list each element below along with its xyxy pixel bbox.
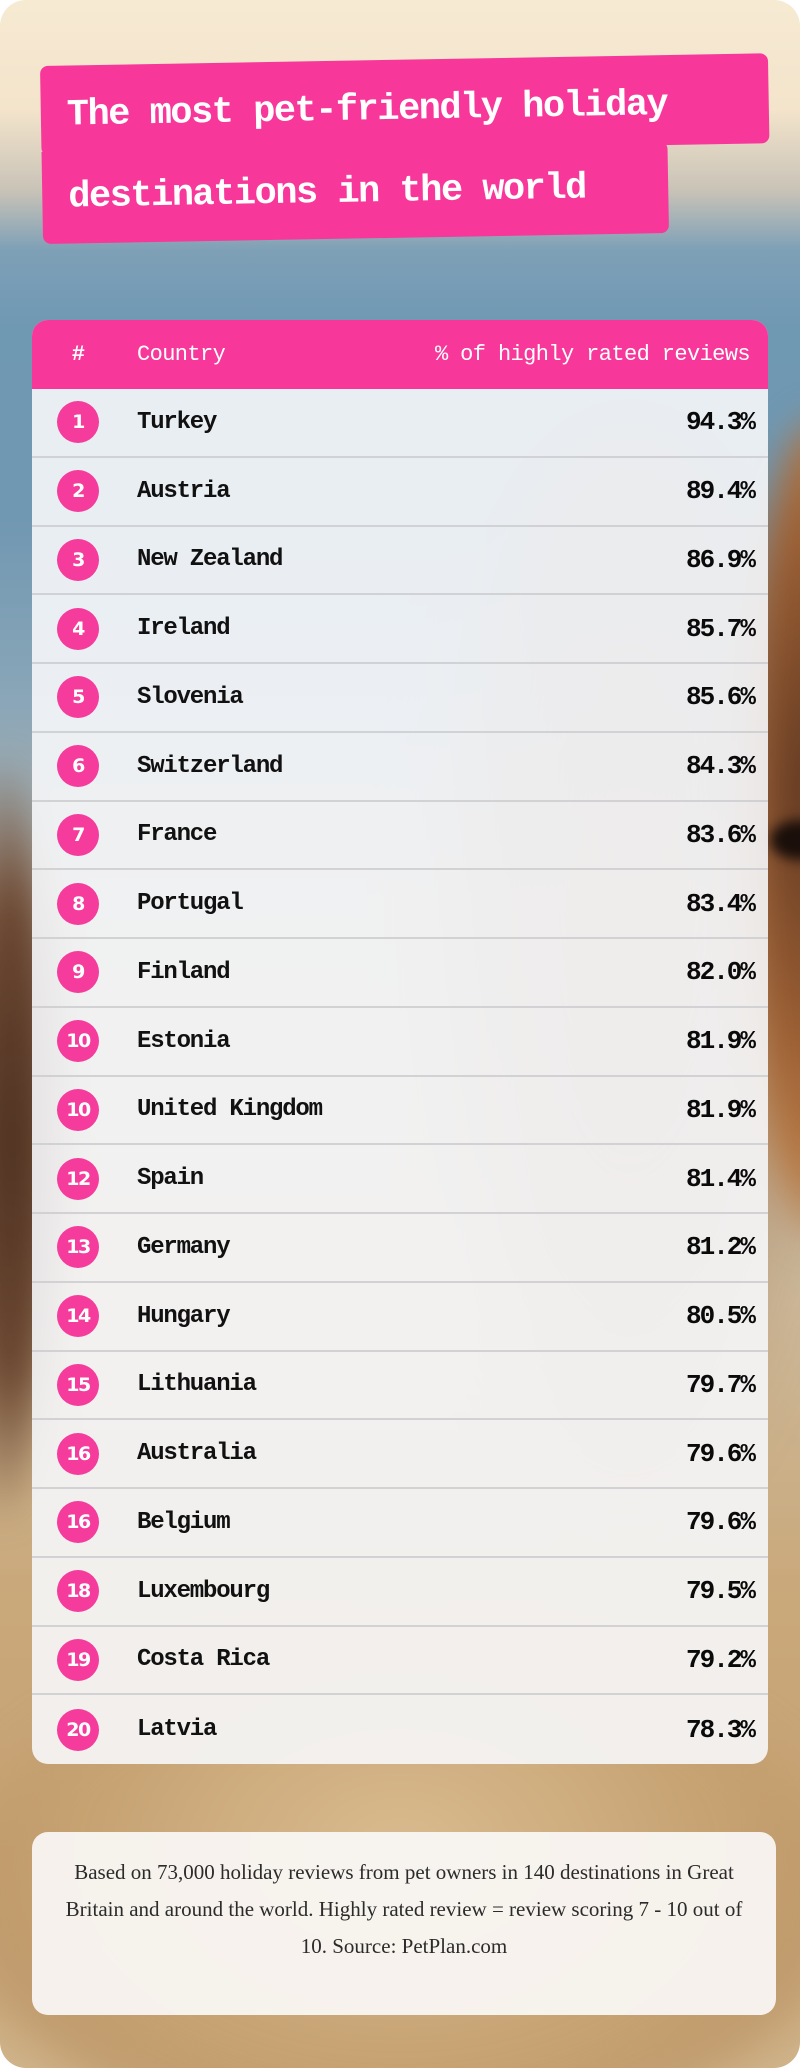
country-name: Luxembourg [137,1577,270,1605]
percent-value: 83.4% [685,888,756,919]
table-row: 2 Austria 89.4% [32,458,768,527]
country-name: Austria [137,477,231,505]
table-row: 12 Spain 81.4% [32,1145,768,1214]
percent-value: 78.3% [685,1714,756,1745]
rank-badge: 2 [57,470,99,513]
rank-badge: 18 [57,1570,99,1613]
country-name: Finland [137,958,231,986]
country-name: Slovenia [137,683,244,711]
table-row: 7 France 83.6% [32,802,768,871]
table-row: 10 United Kingdom 81.9% [32,1077,768,1146]
country-name: United Kingdom [137,1096,323,1124]
country-name: Germany [137,1233,231,1261]
rank-badge: 10 [57,1088,99,1131]
country-name: Switzerland [137,752,283,780]
table-row: 4 Ireland 85.7% [32,595,768,664]
rank-badge: 9 [57,951,99,994]
table-row: 20 Latvia 78.3% [32,1695,768,1764]
country-name: Ireland [137,615,231,643]
rank-badge: 20 [57,1708,99,1751]
country-name: New Zealand [137,546,283,574]
rank-badge: 15 [57,1363,99,1406]
rank-badge: 16 [57,1432,99,1475]
table-row: 10 Estonia 81.9% [32,1008,768,1077]
table-header: # Country % of highly rated reviews [32,320,768,389]
ranking-table: # Country % of highly rated reviews 1 Tu… [32,320,768,1764]
rank-badge: 4 [57,607,99,650]
rank-badge: 3 [57,538,99,581]
percent-value: 94.3% [685,407,756,438]
percent-value: 83.6% [685,819,756,850]
table-row: 6 Switzerland 84.3% [32,733,768,802]
table-row: 5 Slovenia 85.6% [32,664,768,733]
percent-value: 89.4% [685,476,756,507]
country-name: Latvia [137,1716,217,1744]
percent-value: 80.5% [685,1301,756,1332]
country-name: France [137,821,217,849]
header-rank: # [71,342,85,367]
percent-value: 81.4% [685,1163,756,1194]
rank-badge: 7 [57,813,99,856]
country-name: Belgium [137,1508,231,1536]
table-row: 13 Germany 81.2% [32,1214,768,1283]
page-title: The most pet-friendly holiday destinatio… [40,53,773,256]
percent-value: 79.5% [685,1576,756,1607]
percent-value: 79.7% [685,1369,756,1400]
rank-badge: 13 [57,1226,99,1269]
percent-value: 81.9% [685,1094,756,1125]
percent-value: 79.6% [685,1507,756,1538]
table-row: 15 Lithuania 79.7% [32,1352,768,1421]
country-name: Australia [137,1440,257,1468]
header-percent: % of highly rated reviews [434,342,751,367]
country-name: Hungary [137,1302,231,1330]
rank-badge: 14 [57,1295,99,1338]
title-line-2: destinations in the world [41,141,670,244]
country-name: Lithuania [137,1371,257,1399]
percent-value: 84.3% [685,751,756,782]
rank-badge: 8 [57,882,99,925]
table-row: 19 Costa Rica 79.2% [32,1627,768,1696]
percent-value: 86.9% [685,544,756,575]
table-row: 9 Finland 82.0% [32,939,768,1008]
percent-value: 79.2% [685,1644,756,1675]
rank-badge: 1 [57,401,99,444]
percent-value: 81.2% [685,1232,756,1263]
rank-badge: 5 [57,676,99,719]
footnote-text: Based on 73,000 holiday reviews from pet… [65,1860,743,1958]
rank-badge: 12 [57,1157,99,1200]
footnote-box: Based on 73,000 holiday reviews from pet… [32,1832,776,2015]
table-row: 14 Hungary 80.5% [32,1283,768,1352]
percent-value: 82.0% [685,957,756,988]
table-body: 1 Turkey 94.3% 2 Austria 89.4% 3 New Zea… [32,389,768,1764]
country-name: Portugal [137,890,244,918]
percent-value: 85.7% [685,613,756,644]
country-name: Estonia [137,1027,231,1055]
table-row: 8 Portugal 83.4% [32,870,768,939]
table-row: 16 Australia 79.6% [32,1420,768,1489]
table-row: 1 Turkey 94.3% [32,389,768,458]
rank-badge: 19 [57,1638,99,1681]
table-row: 18 Luxembourg 79.5% [32,1558,768,1627]
country-name: Costa Rica [137,1646,270,1674]
country-name: Turkey [137,408,217,436]
percent-value: 79.6% [685,1438,756,1469]
rank-badge: 6 [57,745,99,788]
table-row: 3 New Zealand 86.9% [32,527,768,596]
header-country: Country [137,342,226,367]
percent-value: 81.9% [685,1026,756,1057]
table-row: 16 Belgium 79.6% [32,1489,768,1558]
country-name: Spain [137,1165,204,1193]
percent-value: 85.6% [685,682,756,713]
rank-badge: 16 [57,1501,99,1544]
rank-badge: 10 [57,1020,99,1063]
